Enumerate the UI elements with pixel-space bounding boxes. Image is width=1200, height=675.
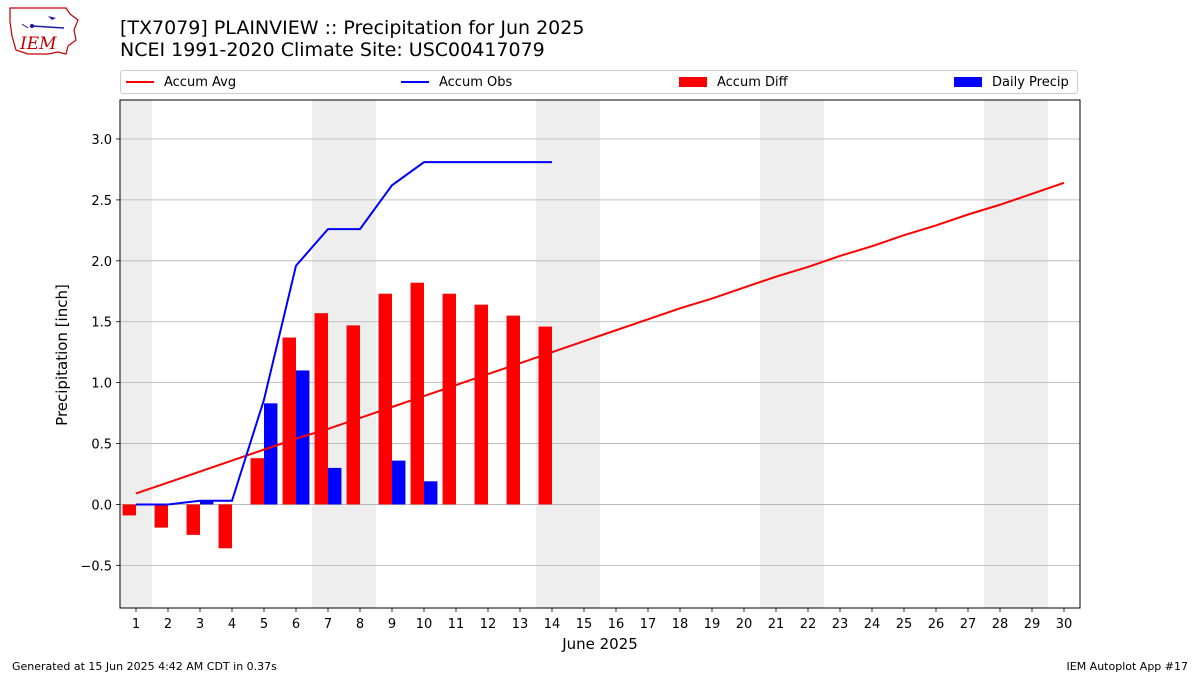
x-tick-label: 29 [1024,617,1041,632]
accum-diff-bar [410,282,424,505]
weekend-band-day-15 [568,100,600,608]
legend-label-accum-diff: Accum Diff [717,74,788,90]
legend-swatch-accum-obs [401,81,429,83]
x-tick-label: 7 [324,617,332,632]
x-tick-label: 3 [196,617,204,632]
weekend-band-day-28 [984,100,1016,608]
x-tick-label: 10 [416,617,433,632]
grid-lines [120,138,1080,566]
accum-diff-bar [282,337,296,505]
accum-diff-bar [186,504,200,535]
x-tick-label: 9 [388,617,396,632]
x-tick-label: 23 [832,617,849,632]
bars [122,282,552,549]
x-tick-label: 1 [132,617,140,632]
x-tick-label: 8 [356,617,364,632]
y-tick-label: 1.5 [91,316,112,331]
y-tick-label: 2.5 [91,194,112,209]
weekend-band-day-1 [120,100,152,608]
legend-label-accum-obs: Accum Obs [439,74,513,90]
daily-precip-bar [424,481,438,505]
x-tick-label: 19 [704,617,721,632]
x-tick-label: 28 [992,617,1009,632]
x-tick-label: 27 [960,617,977,632]
weekend-band-day-29 [1016,100,1048,608]
plot-frame [119,99,1081,609]
daily-precip-bar [200,500,214,505]
x-tick-label: 4 [228,617,236,632]
y-tick-label: 1.0 [91,377,112,392]
legend-swatch-accum-diff [679,77,707,87]
legend-swatch-accum-avg [126,81,154,83]
x-tick-label: 26 [928,617,945,632]
x-tick-label: 25 [896,617,913,632]
chart-title: [TX7079] PLAINVIEW :: Precipitation for … [120,17,585,39]
legend-swatch-daily-precip [954,77,982,87]
legend-item-accum-avg: Accum Avg [126,71,236,93]
ticks: −0.50.00.51.01.52.02.53.01 2 3 4 5 6 7 8 9 10 11 12… [80,133,1072,632]
footer-app: IEM Autoplot App #17 [1066,660,1189,673]
x-axis-label: June 2025 [561,635,638,653]
x-tick-label: 2 [164,617,172,632]
accum-diff-bar [442,293,456,505]
legend-label-daily-precip: Daily Precip [992,74,1069,90]
legend-item-accum-obs: Accum Obs [401,71,512,93]
accum-diff-bar [378,293,392,505]
legend-item-daily-precip: Daily Precip [954,71,1069,93]
weekend-band-day-22 [792,100,824,608]
iem-logo: IEM [9,7,79,55]
accum-avg-line [135,181,1065,495]
axes [119,99,1081,609]
legend-item-accum-diff: Accum Diff [679,71,788,93]
accum-diff-bar [122,504,136,516]
x-tick-label: 5 [260,617,268,632]
logo-text: IEM [19,34,57,54]
daily-precip-bar [328,467,342,505]
x-tick-label: 17 [640,617,657,632]
y-tick-label: 0.0 [91,498,112,513]
accum-diff-bar [250,458,264,505]
weekend-bands [120,100,1048,608]
x-tick-label: 13 [512,617,529,632]
y-tick-label: 0.5 [91,438,112,453]
y-axis-label: Precipitation [inch] [53,284,71,426]
x-tick-label: 24 [864,617,881,632]
accum-diff-bar [474,304,488,505]
accum-diff-bar [314,313,328,505]
accum-diff-bar [218,504,232,549]
x-tick-label: 11 [448,617,465,632]
x-tick-label: 14 [544,617,561,632]
daily-precip-bar [264,403,278,505]
x-tick-label: 18 [672,617,689,632]
accum-obs-line [136,161,552,506]
x-tick-label: 16 [608,617,625,632]
legend-label-accum-avg: Accum Avg [164,74,237,90]
daily-precip-bar [392,460,406,505]
legend: Accum Avg Accum Obs Accum Diff Daily Pre… [120,70,1078,94]
accum-diff-bar [538,326,552,505]
x-tick-label: 15 [576,617,593,632]
accum-diff-bar [506,315,520,505]
x-tick-label: 12 [480,617,497,632]
x-tick-label: 20 [736,617,753,632]
y-tick-label: 2.0 [91,255,112,270]
weekend-band-day-21 [760,100,792,608]
chart-subtitle: NCEI 1991-2020 Climate Site: USC00417079 [120,39,545,61]
x-tick-label: 30 [1056,617,1073,632]
x-tick-label: 6 [292,617,300,632]
accum-diff-bar [346,325,360,505]
x-tick-label: 22 [800,617,817,632]
footer-generated: Generated at 15 Jun 2025 4:42 AM CDT in … [12,660,277,673]
accum-diff-bar [154,504,168,528]
series-lines [135,161,1065,506]
y-tick-label: −0.5 [80,559,112,574]
x-tick-label: 21 [768,617,785,632]
y-tick-label: 3.0 [91,133,112,148]
